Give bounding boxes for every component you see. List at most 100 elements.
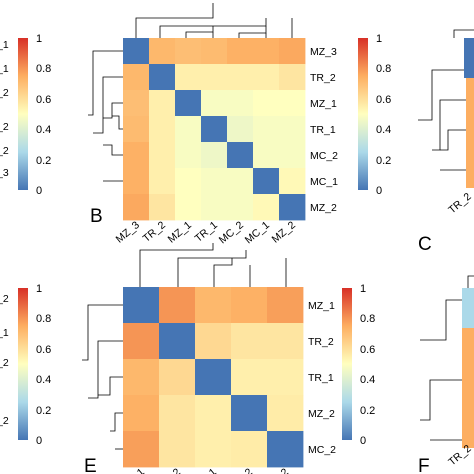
heatmap-cell <box>253 64 280 91</box>
heatmap-cell <box>159 287 196 324</box>
heatmap-cell <box>195 431 232 468</box>
heatmap-cell <box>149 116 176 143</box>
heatmap-cell <box>195 287 232 324</box>
heatmap-cell <box>201 194 228 221</box>
heatmap-cell <box>195 395 232 432</box>
heatmap-cell <box>149 168 176 195</box>
row-label: MC_2 <box>308 444 336 456</box>
left-bottom-cb-tick: 0.4 <box>36 374 51 386</box>
panel-b-cb-tick: 1 <box>376 33 382 45</box>
heatmap-cell <box>175 194 202 221</box>
left-bottom-partial-label: _2 <box>0 293 9 305</box>
left-top-cb-tick: 0.8 <box>36 63 51 75</box>
panel-e-letter: E <box>84 456 97 474</box>
heatmap-cell <box>253 168 280 195</box>
heatmap-cell <box>201 168 228 195</box>
left-bottom-partial-label: _2 <box>0 357 9 369</box>
heatmap-cell <box>123 142 150 169</box>
heatmap-cell <box>175 116 202 143</box>
row-label: TR_1 <box>310 124 336 136</box>
heatmap-cell <box>201 90 228 117</box>
heatmap-cell <box>149 90 176 117</box>
left-top-cb-tick: 1 <box>36 33 42 45</box>
column-label: MC_2 <box>217 219 246 246</box>
panel-e-cb-tick: 0.4 <box>360 374 375 386</box>
heatmap-cell <box>227 168 254 195</box>
panel-c-cell <box>466 78 474 188</box>
left-top-partial-label: _2 <box>0 145 9 157</box>
heatmap-cell <box>175 90 202 117</box>
panel-e-cb-tick: 0.8 <box>360 313 375 325</box>
heatmap-cell <box>123 38 150 65</box>
panel-b-left-dendrogram <box>88 50 123 182</box>
heatmap-cell <box>195 323 232 360</box>
column-label: MZ_1 <box>166 219 194 246</box>
heatmap-cell <box>253 90 280 117</box>
heatmap-cell <box>201 142 228 169</box>
column-label: TR_1 <box>192 466 220 474</box>
panel-c-cell <box>464 38 474 78</box>
row-label: TR_2 <box>310 72 336 84</box>
left-top-colorbar: 1 0.8 0.6 0.4 0.2 0 _1 _1 _2 _2 _2 _3 <box>0 33 51 197</box>
left-bottom-cb-tick: 0.6 <box>36 344 51 356</box>
heatmap-cell <box>123 431 160 468</box>
column-label: TR_2 <box>156 466 184 474</box>
heatmap-cell <box>253 116 280 143</box>
left-top-cb-tick: 0.6 <box>36 94 51 106</box>
row-label: TR_2 <box>308 336 334 348</box>
panel-e-left-dendrogram <box>82 304 123 450</box>
left-bottom-partial-label: _1 <box>0 327 9 339</box>
heatmap-cell <box>123 359 160 396</box>
left-top-cb-tick: 0.4 <box>36 124 51 136</box>
panel-e-cb-tick: 0 <box>360 435 366 447</box>
left-top-partial-label: _3 <box>0 167 9 179</box>
heatmap-cell <box>149 64 176 91</box>
heatmap-cell <box>201 116 228 143</box>
heatmap-cell <box>175 142 202 169</box>
heatmap-cell <box>123 194 150 221</box>
heatmap-cell <box>159 431 196 468</box>
heatmap-cell <box>123 395 160 432</box>
heatmap-cell <box>231 359 268 396</box>
heatmap-cell <box>227 90 254 117</box>
heatmap-cell <box>175 64 202 91</box>
heatmap-cell <box>149 38 176 65</box>
heatmap-cell <box>201 38 228 65</box>
heatmap-cell <box>227 194 254 221</box>
panel-f-cell <box>462 288 474 328</box>
panel-e-colorbar <box>342 288 352 440</box>
panel-b-column-labels: MZ_3TR_2MZ_1TR_1MC_2MC_1MZ_2 <box>114 219 298 246</box>
panel-f-partial: F TR_2 <box>418 275 474 474</box>
panel-b-cb-tick: 0.4 <box>376 124 391 136</box>
left-top-cb-tick: 0 <box>36 185 42 197</box>
row-label: MZ_2 <box>308 408 335 420</box>
panel-c-letter: C <box>418 234 432 255</box>
heatmap-cell <box>253 194 280 221</box>
heatmap-cell <box>279 194 306 221</box>
heatmap-cell <box>227 142 254 169</box>
row-label: MZ_3 <box>310 46 337 58</box>
heatmap-cell <box>159 359 196 396</box>
heatmap-cell <box>123 64 150 91</box>
heatmap-cell <box>227 64 254 91</box>
row-label: TR_1 <box>308 372 334 384</box>
heatmap-cell <box>123 90 150 117</box>
column-label: MZ_2 <box>270 219 298 246</box>
panel-e-cb-tick: 0.6 <box>360 344 375 356</box>
panel-b-row-labels: MZ_3 TR_2 MZ_1 TR_1 MC_2 MC_1 MZ_2 <box>310 46 338 214</box>
left-top-partial-label: _2 <box>0 87 9 99</box>
panel-c-column-label: TR_2 <box>446 190 474 216</box>
heatmap-cell <box>231 287 268 324</box>
heatmap-cell <box>123 287 160 324</box>
heatmap-cell <box>227 38 254 65</box>
heatmap-cell <box>279 116 306 143</box>
left-bottom-partial-label: _2 <box>0 415 9 427</box>
row-label: MC_2 <box>310 150 338 162</box>
left-top-partial-label: _2 <box>0 121 9 133</box>
panel-b-letter: B <box>90 206 103 227</box>
panel-b-heatmap <box>123 38 306 221</box>
heatmap-cell <box>279 90 306 117</box>
panel-b-cb-tick: 0.8 <box>376 63 391 75</box>
heatmap-cell <box>175 168 202 195</box>
